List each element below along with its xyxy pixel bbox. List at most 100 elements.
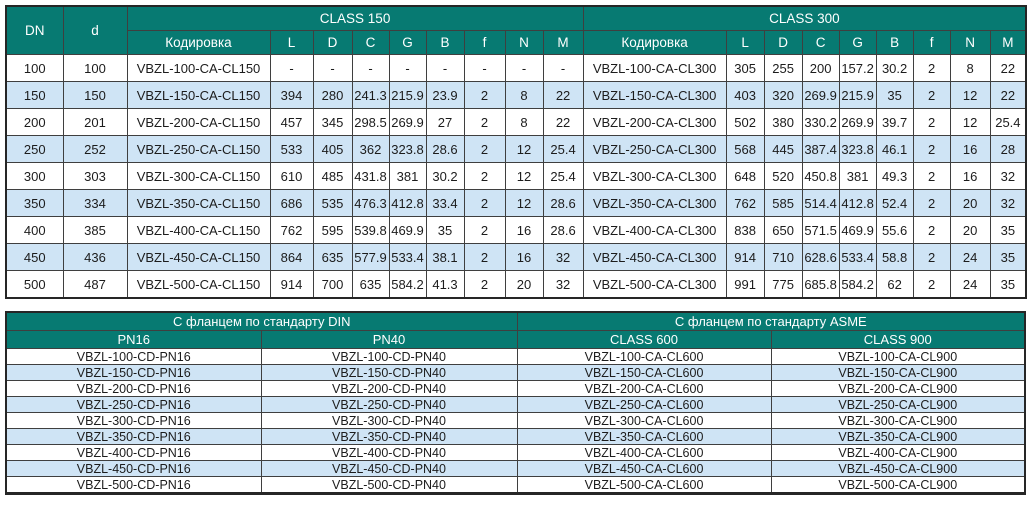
dimensions-row-dn500: 500 487 VBZL-500-CA-CL150 914 700 635 584.2 41.… <box>5 270 1027 299</box>
cl150-C-cell: 241.3 <box>351 81 390 109</box>
cl300-B-cell: 39.7 <box>875 108 914 136</box>
cl150-B-cell: 38.1 <box>425 243 465 271</box>
class600-code-cell: VBZL-300-CA-CL600 <box>516 412 772 429</box>
col-header-cl300-L: L <box>725 30 765 55</box>
cl300-M-cell: 35 <box>989 243 1027 271</box>
cl300-M-cell: 32 <box>989 162 1027 190</box>
cl300-M-cell: 22 <box>989 81 1027 109</box>
cl300-D-cell: 380 <box>763 108 803 136</box>
cl300-code-cell: VBZL-200-CA-CL300 <box>582 108 727 136</box>
d-cell: 252 <box>62 135 128 163</box>
cl150-M-cell: 32 <box>542 243 584 271</box>
dimensions-group-header-row: DN d CLASS 150 CLASS 300 <box>5 5 1027 55</box>
cl300-B-cell: 46.1 <box>875 135 914 163</box>
cl300-f-cell: 2 <box>912 108 951 136</box>
cl300-N-cell: 24 <box>949 243 991 271</box>
class600-code-cell: VBZL-100-CA-CL600 <box>516 348 772 365</box>
cl300-N-cell: 8 <box>949 54 991 82</box>
cl300-D-cell: 710 <box>763 243 803 271</box>
d-cell: 100 <box>62 54 128 82</box>
cl300-B-cell: 49.3 <box>875 162 914 190</box>
cl300-D-cell: 445 <box>763 135 803 163</box>
cl300-C-cell: 387.4 <box>801 135 840 163</box>
pn40-code-cell: VBZL-150-CD-PN40 <box>260 364 518 381</box>
cl300-N-cell: 20 <box>949 189 991 217</box>
cl300-B-cell: 58.8 <box>875 243 914 271</box>
cl150-N-cell: 12 <box>504 135 544 163</box>
cl150-M-cell: 28.6 <box>542 189 584 217</box>
cl300-G-cell: 157.2 <box>838 54 877 82</box>
cl300-C-cell: 571.5 <box>801 216 840 244</box>
cl150-G-cell: 381 <box>388 162 427 190</box>
class600-code-cell: VBZL-500-CA-CL600 <box>516 476 772 494</box>
dimensions-row-dn200: 200 201 VBZL-200-CA-CL150 457 345 298.5 269.9 2… <box>5 108 1027 136</box>
pn40-code-cell: VBZL-300-CD-PN40 <box>260 412 518 429</box>
cl150-N-cell: - <box>504 54 544 82</box>
cl150-M-cell: - <box>542 54 584 82</box>
cl300-B-cell: 55.6 <box>875 216 914 244</box>
flange-row: VBZL-500-CD-PN16 VBZL-500-CD-PN40 VBZL-500… <box>5 476 1026 494</box>
cl300-D-cell: 585 <box>763 189 803 217</box>
cl150-code-cell: VBZL-500-CA-CL150 <box>126 270 271 299</box>
cl150-B-cell: - <box>425 54 465 82</box>
cl300-L-cell: 914 <box>725 243 765 271</box>
cl150-B-cell: 41.3 <box>425 270 465 299</box>
cl300-code-cell: VBZL-500-CA-CL300 <box>582 270 727 299</box>
dn-cell: 100 <box>5 54 64 82</box>
cl300-M-cell: 22 <box>989 54 1027 82</box>
dn-cell: 200 <box>5 108 64 136</box>
col-header-cl150-N: N <box>504 30 544 55</box>
cl300-D-cell: 320 <box>763 81 803 109</box>
col-header-cl300-f: f <box>912 30 951 55</box>
cl150-f-cell: 2 <box>463 135 506 163</box>
pn16-code-cell: VBZL-300-CD-PN16 <box>5 412 262 429</box>
col-header-cl150-B: B <box>425 30 465 55</box>
cl300-L-cell: 502 <box>725 108 765 136</box>
class900-code-cell: VBZL-500-CA-CL900 <box>770 476 1026 494</box>
cl300-f-cell: 2 <box>912 189 951 217</box>
class600-code-cell: VBZL-350-CA-CL600 <box>516 428 772 445</box>
cl300-code-cell: VBZL-100-CA-CL300 <box>582 54 727 82</box>
class900-code-cell: VBZL-450-CA-CL900 <box>770 460 1026 477</box>
cl150-G-cell: 412.8 <box>388 189 427 217</box>
cl150-code-cell: VBZL-150-CA-CL150 <box>126 81 271 109</box>
cl150-C-cell: 298.5 <box>351 108 390 136</box>
cl150-C-cell: 362 <box>351 135 390 163</box>
col-header-cl300-G: G <box>838 30 877 55</box>
cl150-B-cell: 30.2 <box>425 162 465 190</box>
cl150-f-cell: 2 <box>463 81 506 109</box>
cl150-D-cell: 405 <box>312 135 353 163</box>
cl150-D-cell: 280 <box>312 81 353 109</box>
pn40-code-cell: VBZL-250-CD-PN40 <box>260 396 518 413</box>
cl150-f-cell: - <box>463 54 506 82</box>
group-header-asme: С фланцем по стандарту ASME <box>516 311 1026 331</box>
cl150-L-cell: 533 <box>269 135 314 163</box>
cl150-L-cell: 610 <box>269 162 314 190</box>
cl300-C-cell: 330.2 <box>801 108 840 136</box>
cl300-G-cell: 584.2 <box>838 270 877 299</box>
pn16-code-cell: VBZL-400-CD-PN16 <box>5 444 262 461</box>
cl150-C-cell: 577.9 <box>351 243 390 271</box>
class600-code-cell: VBZL-200-CA-CL600 <box>516 380 772 397</box>
cl150-C-cell: 476.3 <box>351 189 390 217</box>
dn-cell: 400 <box>5 216 64 244</box>
cl150-D-cell: 635 <box>312 243 353 271</box>
cl150-f-cell: 2 <box>463 162 506 190</box>
pn16-code-cell: VBZL-500-CD-PN16 <box>5 476 262 494</box>
pn40-code-cell: VBZL-350-CD-PN40 <box>260 428 518 445</box>
cl150-G-cell: 533.4 <box>388 243 427 271</box>
cl300-f-cell: 2 <box>912 54 951 82</box>
cl150-G-cell: 215.9 <box>388 81 427 109</box>
col-header-cl150-L: L <box>269 30 314 55</box>
cl150-code-cell: VBZL-350-CA-CL150 <box>126 189 271 217</box>
cl300-L-cell: 403 <box>725 81 765 109</box>
cl150-C-cell: - <box>351 54 390 82</box>
cl300-code-cell: VBZL-450-CA-CL300 <box>582 243 727 271</box>
cl300-B-cell: 62 <box>875 270 914 299</box>
cl300-L-cell: 838 <box>725 216 765 244</box>
class600-code-cell: VBZL-250-CA-CL600 <box>516 396 772 413</box>
col-header-pn40: PN40 <box>260 330 518 349</box>
cl150-N-cell: 12 <box>504 189 544 217</box>
d-cell: 385 <box>62 216 128 244</box>
cl150-L-cell: 762 <box>269 216 314 244</box>
